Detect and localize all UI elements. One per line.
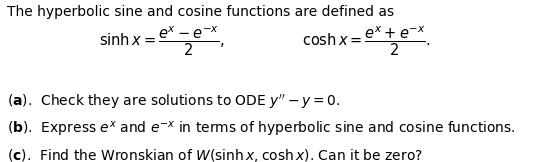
Text: $(\mathbf{c})$.  Find the Wronskian of $W(\sinh x, \cosh x)$. Can it be zero?: $(\mathbf{c})$. Find the Wronskian of $W… [7, 147, 423, 162]
Text: $\sinh x = \dfrac{e^{x} - e^{-x}}{2},$: $\sinh x = \dfrac{e^{x} - e^{-x}}{2},$ [99, 25, 224, 58]
Text: $(\mathbf{b})$.  Express $e^{x}$ and $e^{-x}$ in terms of hyperbolic sine and co: $(\mathbf{b})$. Express $e^{x}$ and $e^{… [7, 120, 516, 139]
Text: $(\mathbf{a})$.  Check they are solutions to ODE $y'' - y = 0$.: $(\mathbf{a})$. Check they are solutions… [7, 92, 340, 110]
Text: The hyperbolic sine and cosine functions are defined as: The hyperbolic sine and cosine functions… [7, 5, 394, 19]
Text: $\cosh x = \dfrac{e^{x} + e^{-x}}{2}.$: $\cosh x = \dfrac{e^{x} + e^{-x}}{2}.$ [302, 25, 431, 58]
